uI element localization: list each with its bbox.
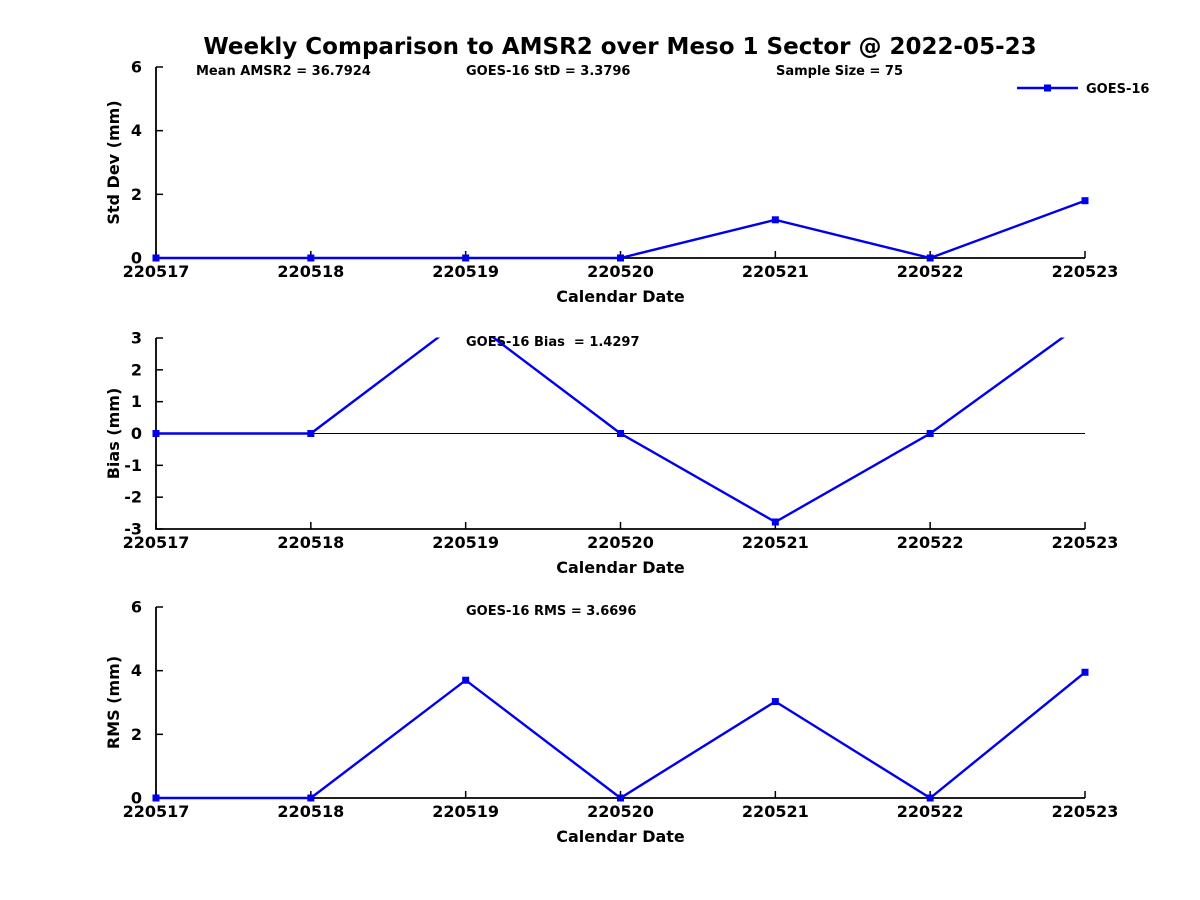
x-tick-label: 220518 (277, 262, 344, 281)
x-tick-label: 220521 (742, 533, 809, 552)
data-marker (926, 430, 934, 437)
x-tick-label: 220521 (742, 802, 809, 821)
data-marker (307, 794, 315, 802)
stat-annotation: Mean AMSR2 = 36.7924 (196, 64, 371, 79)
data-marker (462, 313, 469, 320)
x-tick-label: 220523 (1052, 262, 1119, 281)
x-tick-label: 220522 (897, 802, 964, 821)
chart-std-dev: 0 2 4 6 220517 220518 220519 220520 220521 220522… (104, 58, 1118, 307)
x-tick-label: 220519 (432, 802, 499, 821)
figure-title: Weekly Comparison to AMSR2 over Meso 1 S… (203, 34, 1036, 60)
stat-annotation: GOES-16 Bias = 1.4297 (466, 335, 640, 350)
y-tick-label: 0 (131, 249, 142, 268)
data-marker (771, 216, 779, 224)
y-tick-label: 4 (131, 661, 142, 680)
y-axis-label: Std Dev (mm) (104, 100, 123, 224)
chart-rms: 0 2 4 6 220517 220518 220519 220520 220521 220522… (104, 598, 1118, 847)
y-tick-label: -2 (124, 488, 142, 507)
data-marker (617, 254, 624, 262)
x-tick-label: 220517 (123, 533, 190, 552)
data-marker (152, 794, 160, 802)
x-tick-label: 220520 (587, 802, 654, 821)
legend-marker-sample (1044, 84, 1051, 92)
data-marker (771, 698, 779, 706)
x-tick-label: 220519 (432, 262, 499, 281)
y-tick-label: 2 (131, 725, 142, 744)
legend: GOES-16 (1017, 82, 1149, 97)
data-marker (617, 794, 624, 802)
y-tick-label: 6 (131, 58, 142, 77)
y-axis-label: Bias (mm) (104, 388, 123, 480)
data-marker (926, 254, 934, 262)
data-marker (1081, 197, 1089, 205)
data-marker (307, 430, 315, 437)
x-tick-label: 220517 (123, 802, 190, 821)
data-marker (462, 676, 470, 684)
x-tick-label: 220519 (432, 533, 499, 552)
x-tick-label: 220518 (277, 533, 344, 552)
x-tick-label: 220523 (1052, 802, 1119, 821)
y-tick-label: 0 (131, 424, 142, 443)
stat-annotation: Sample Size = 75 (776, 64, 903, 79)
x-tick-label: 220520 (587, 262, 654, 281)
x-axis-label: Calendar Date (556, 287, 685, 306)
data-marker (152, 254, 160, 262)
data-marker (771, 518, 779, 526)
y-tick-label: 6 (131, 598, 142, 617)
x-axis-label: Calendar Date (556, 558, 685, 577)
y-tick-label: 4 (131, 121, 142, 140)
x-tick-label: 220520 (587, 533, 654, 552)
data-line-goes-16 (156, 199, 1086, 260)
data-marker (1082, 318, 1089, 325)
stat-annotation: GOES-16 StD = 3.3796 (466, 64, 630, 79)
stat-annotation: GOES-16 RMS = 3.6696 (466, 604, 636, 619)
legend-label: GOES-16 (1086, 82, 1149, 97)
x-axis-label: Calendar Date (556, 827, 685, 846)
y-tick-label: 0 (131, 789, 142, 808)
x-tick-label: 220523 (1052, 533, 1119, 552)
axis-lines (155, 67, 1085, 259)
y-tick-label: 2 (131, 185, 142, 204)
data-marker (926, 794, 934, 802)
data-marker (462, 254, 470, 262)
data-marker (152, 430, 160, 437)
data-marker (307, 254, 315, 262)
chart-panels: 0 2 4 6 220517 220518 220519 220520 220521 220522… (104, 58, 1118, 847)
x-tick-label: 220517 (123, 262, 190, 281)
y-axis-label: RMS (mm) (104, 656, 123, 749)
y-tick-label: 1 (131, 392, 142, 411)
data-marker (617, 430, 624, 437)
data-line-goes-16 (156, 671, 1086, 800)
x-tick-label: 220521 (742, 262, 809, 281)
x-tick-label: 220518 (277, 802, 344, 821)
axis-lines (155, 607, 1085, 799)
y-tick-label: 2 (131, 360, 142, 379)
y-tick-label: -3 (124, 520, 142, 539)
data-marker (1081, 668, 1089, 676)
x-tick-label: 220522 (897, 533, 964, 552)
x-tick-label: 220522 (897, 262, 964, 281)
y-tick-label: 3 (131, 329, 142, 348)
y-tick-label: -1 (124, 456, 142, 475)
